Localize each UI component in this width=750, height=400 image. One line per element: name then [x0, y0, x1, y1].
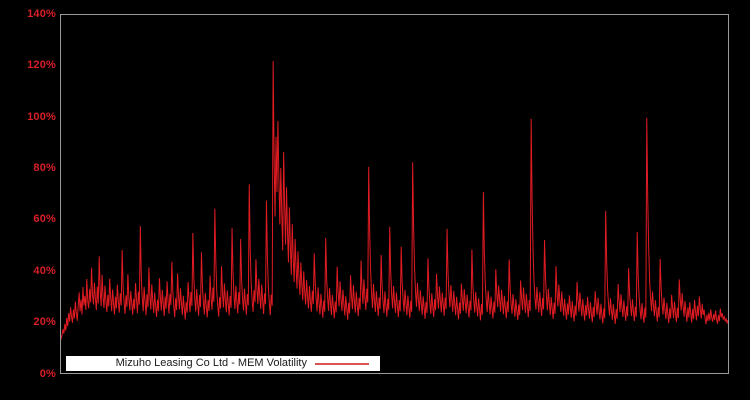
- y-tick-label-120: 120%: [27, 59, 56, 71]
- y-axis: 140% 120% 100% 80% 60% 40% 20% 0%: [0, 0, 56, 400]
- volatility-series: [61, 61, 728, 340]
- y-tick-label-40: 40%: [33, 265, 56, 277]
- legend-label: Mizuho Leasing Co Ltd - MEM Volatility: [115, 357, 307, 369]
- y-tick-label-0: 0%: [39, 368, 56, 380]
- y-tick-label-80: 80%: [33, 162, 56, 174]
- legend[interactable]: Mizuho Leasing Co Ltd - MEM Volatility: [66, 356, 380, 371]
- plot-area: [61, 15, 728, 373]
- y-tick-label-60: 60%: [33, 213, 56, 225]
- series-line: [61, 61, 728, 340]
- y-tick-label-100: 100%: [27, 111, 56, 123]
- y-tick-label-140: 140%: [27, 8, 56, 20]
- legend-line-swatch: [315, 362, 369, 365]
- y-tick-label-20: 20%: [33, 316, 56, 328]
